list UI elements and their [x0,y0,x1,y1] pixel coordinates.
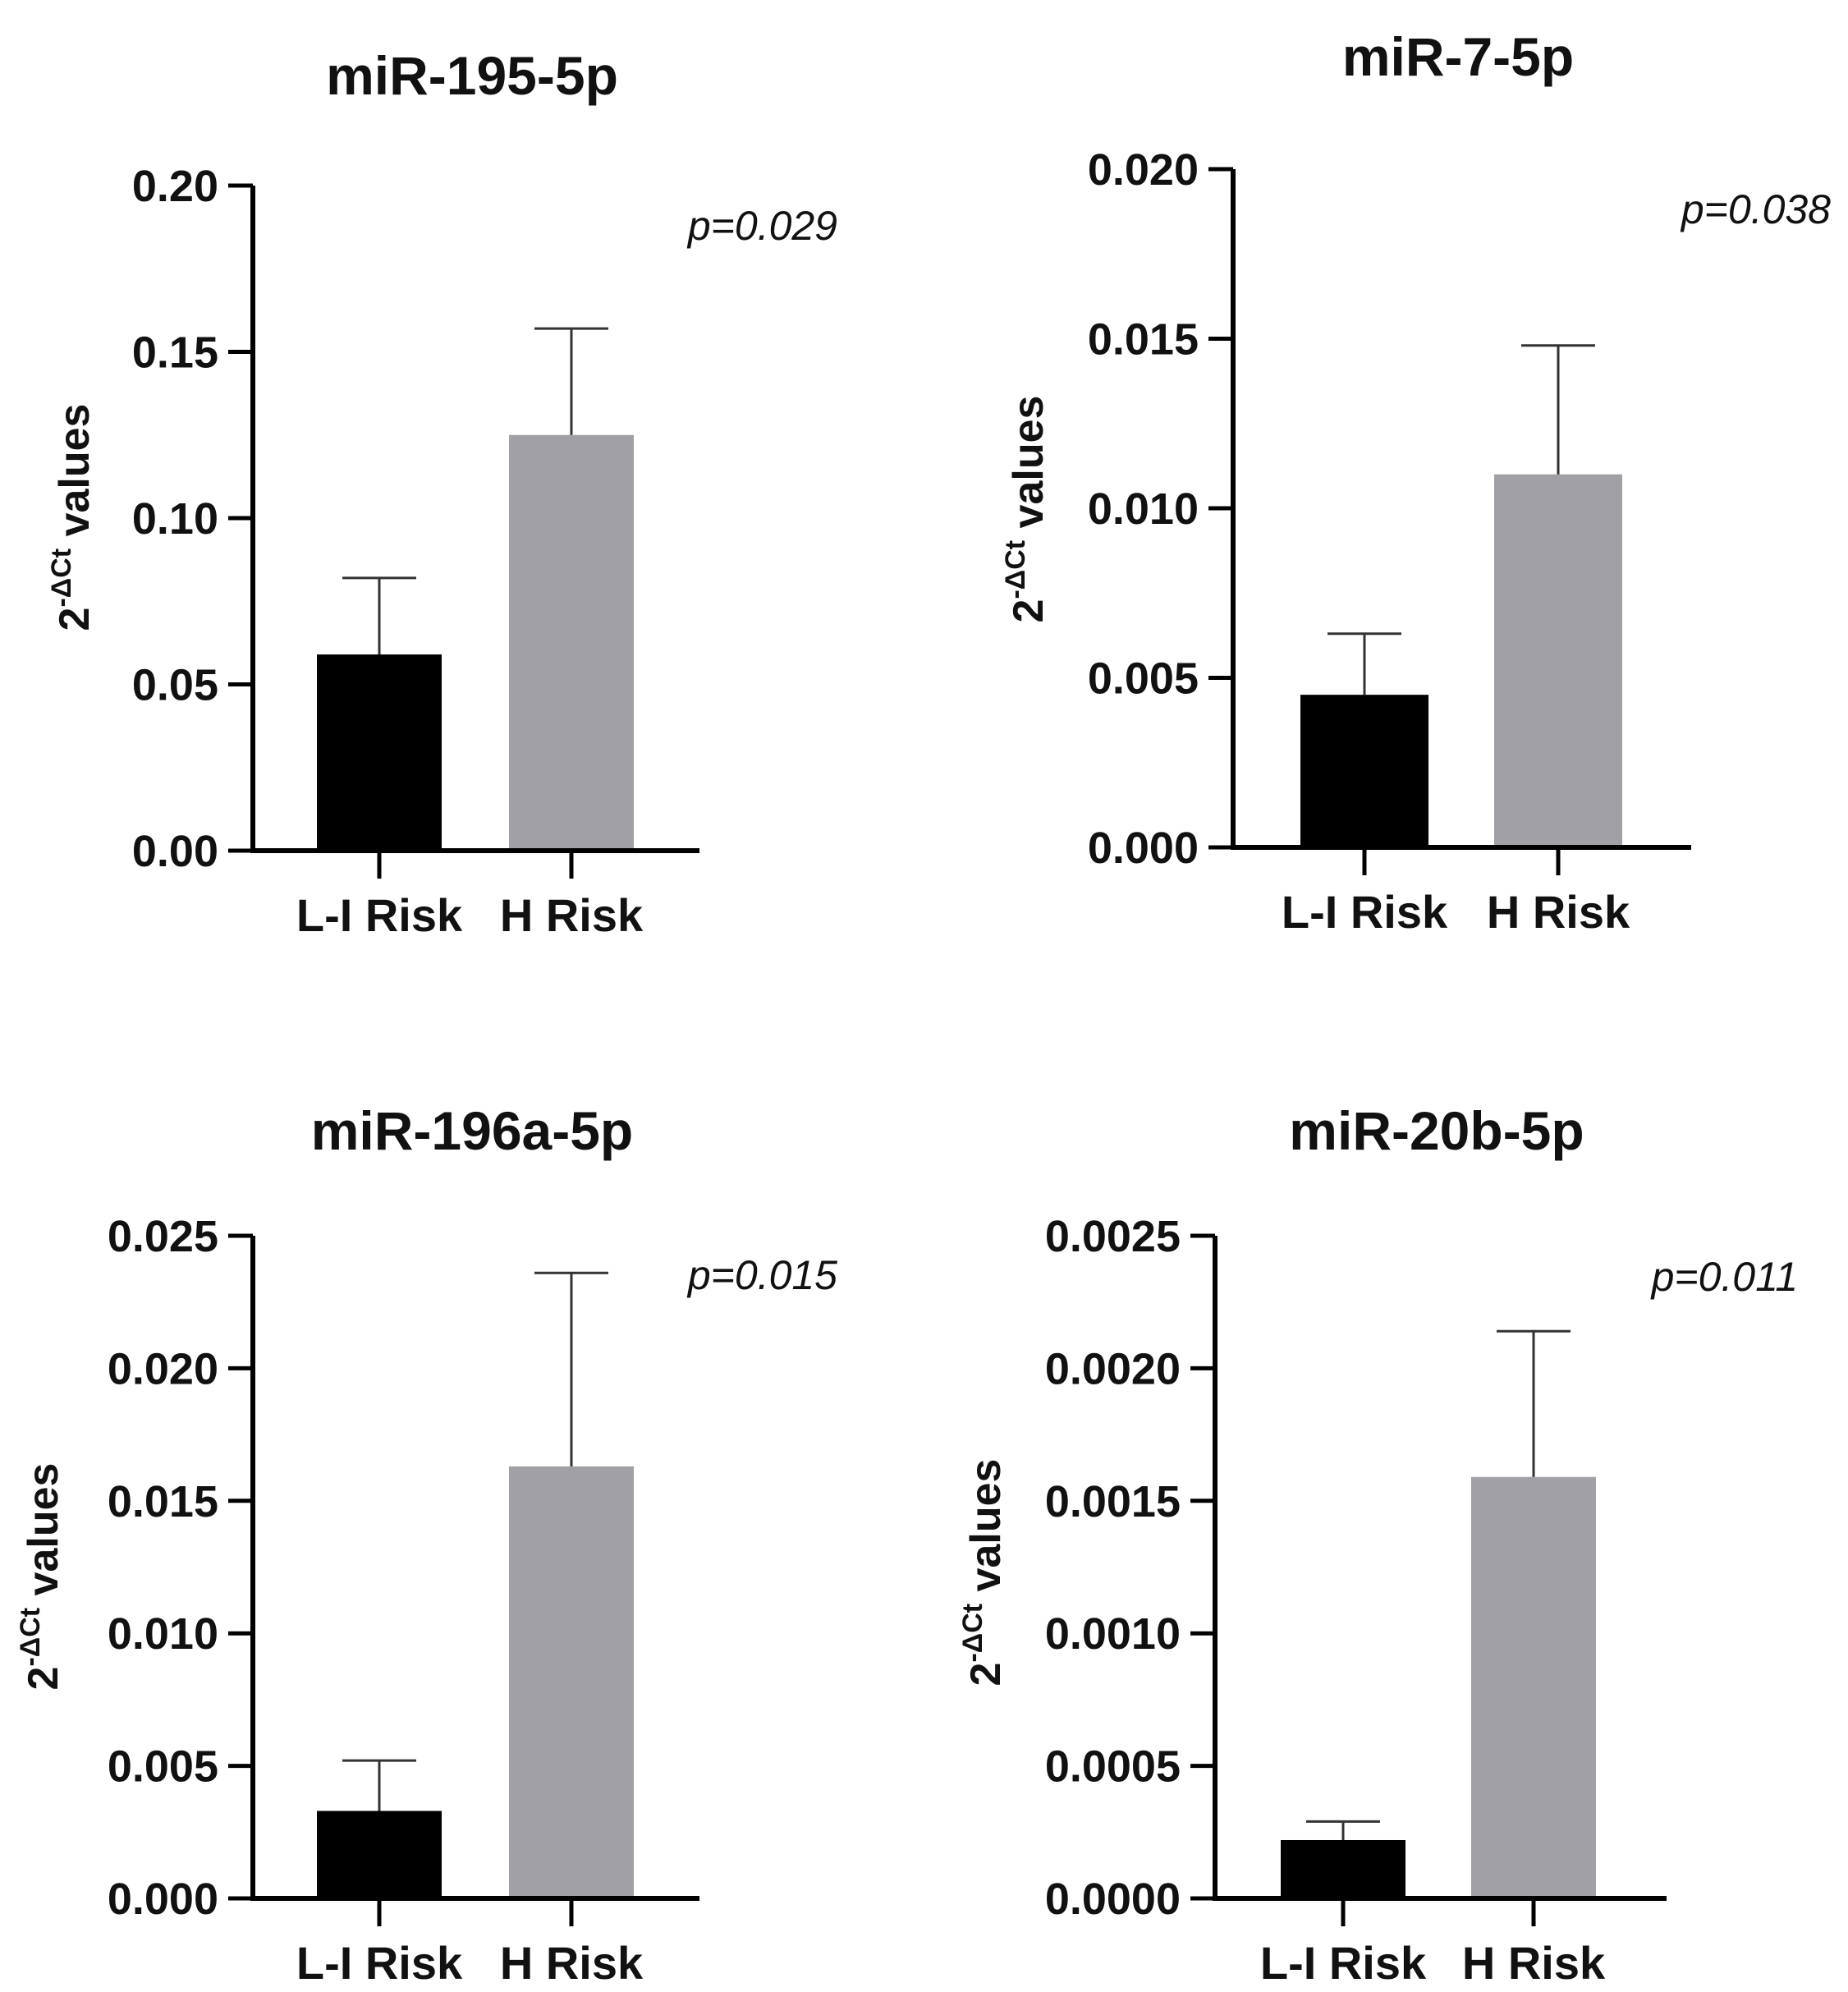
y-axis-label-base: 2 [20,1667,67,1691]
y-tick-label: 0.010 [108,1609,218,1659]
p-value-annotation: p=0.038 [1680,186,1831,232]
y-axis-label-base: 2 [962,1663,1010,1687]
bar-low-intermediate-risk [317,1811,442,1898]
category-label: H Risk [500,1937,644,1989]
p-value-annotation: p=0.029 [686,203,837,249]
chart-title: miR-195-5p [326,45,618,106]
y-axis-label-exponent: -ΔCt [15,1608,46,1667]
y-tick-label: 0.015 [108,1477,218,1526]
category-label: L-I Risk [296,889,463,941]
y-tick-label: 0.05 [132,661,218,710]
y-axis-label: 2-ΔCt values [46,404,99,631]
y-tick-label: 0.020 [1088,145,1199,195]
y-axis-label-base: 2 [1005,599,1052,623]
bar-low-intermediate-risk [317,654,442,851]
y-tick-label: 0.20 [132,162,218,211]
y-tick-label: 0.0025 [1045,1212,1181,1261]
chart-title: miR-196a-5p [311,1100,634,1161]
y-tick-label: 0.020 [108,1344,218,1393]
y-axis-label-suffix: values [20,1463,67,1608]
y-tick-label: 0.0005 [1045,1742,1181,1792]
y-axis-label: 2-ΔCt values [957,1459,1010,1687]
chart-panel-4: miR-20b-5p 2-ΔCt values 0.0000 0.0005 0.0010… [957,1100,1798,1989]
y-axis-label-exponent: -ΔCt [1000,540,1031,599]
y-axis-label-suffix: values [962,1459,1010,1604]
p-value-annotation: p=0.011 [1650,1254,1798,1300]
chart-panel-3: miR-196a-5p 2-ΔCt values 0.000 0.005 0.010 0.… [15,1100,837,1989]
category-label: L-I Risk [1282,886,1448,938]
category-label: H Risk [1462,1937,1606,1989]
y-tick-label: 0.0000 [1045,1875,1181,1924]
y-tick-label: 0.00 [132,827,218,876]
y-axis-label: 2-ΔCt values [15,1463,67,1691]
y-tick-label: 0.0010 [1045,1609,1181,1659]
y-tick-label: 0.005 [1088,654,1199,704]
chart-title: miR-20b-5p [1289,1100,1584,1161]
y-tick-label: 0.10 [132,494,218,544]
category-label: L-I Risk [1260,1937,1427,1989]
y-axis-label-exponent: -ΔCt [957,1604,988,1663]
y-tick-label: 0.005 [108,1742,218,1792]
bar-high-risk [509,434,634,851]
bar-high-risk [1471,1476,1596,1898]
y-tick-label: 0.025 [108,1212,218,1261]
chart-panel-1: miR-195-5p 2-ΔCt values 0.00 0.05 0.10 0.15 0.… [46,45,837,941]
y-tick-label: 0.0015 [1045,1477,1181,1526]
bar-low-intermediate-risk [1300,695,1428,847]
bar-low-intermediate-risk [1281,1839,1405,1898]
y-tick-label: 0.000 [1088,824,1199,873]
p-value-annotation: p=0.015 [686,1252,837,1298]
category-label: H Risk [1487,886,1630,938]
y-tick-label: 0.15 [132,328,218,378]
y-tick-label: 0.000 [108,1875,218,1924]
chart-title: miR-7-5p [1342,26,1574,87]
y-axis-label-exponent: -ΔCt [46,548,77,608]
y-axis-label: 2-ΔCt values [1000,396,1052,623]
y-axis-label-suffix: values [1005,396,1052,540]
y-axis-label-base: 2 [51,608,99,631]
chart-panel-2: miR-7-5p 2-ΔCt values 0.000 0.005 0.010 0.015… [1000,26,1831,938]
y-axis-label-suffix: values [51,404,99,548]
y-tick-label: 0.0020 [1045,1344,1181,1393]
y-tick-label: 0.015 [1088,315,1199,365]
category-label: H Risk [500,889,644,941]
y-tick-label: 0.010 [1088,484,1199,534]
bar-high-risk [509,1466,634,1898]
bar-high-risk [1494,474,1622,847]
category-label: L-I Risk [296,1937,463,1989]
